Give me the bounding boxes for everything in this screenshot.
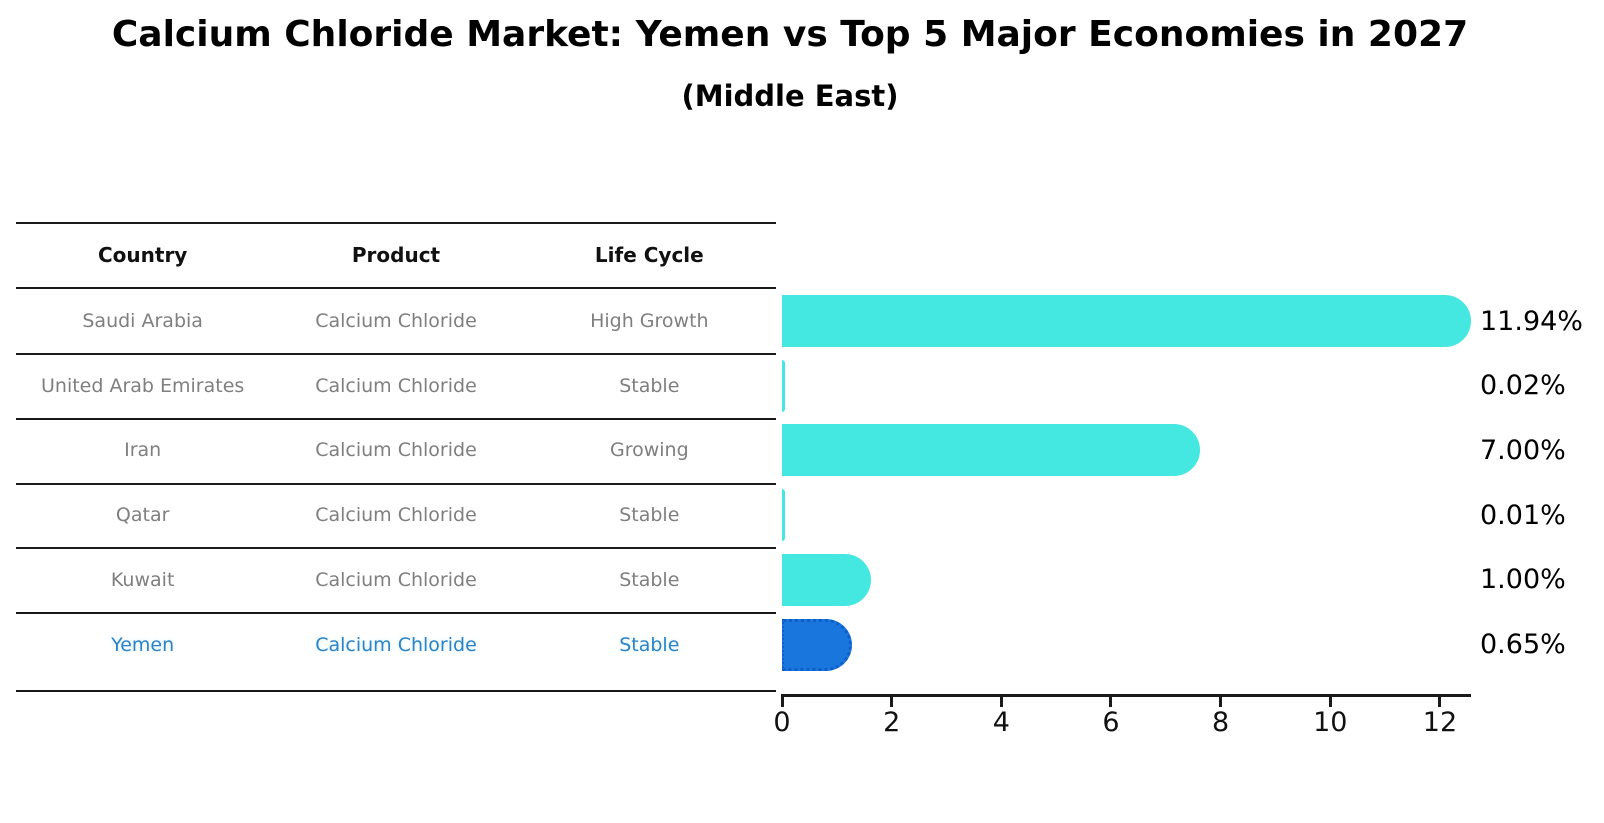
cell-life-cycle: High Growth: [590, 310, 709, 332]
value-label-qatar: 0.01%: [1480, 499, 1566, 531]
x-tick-mark: [999, 697, 1003, 707]
x-axis-line: [781, 694, 1471, 697]
bar-kuwait: [782, 553, 871, 606]
chart-title: Calcium Chloride Market: Yemen vs Top 5 …: [111, 14, 1469, 55]
chart-subtitle: (Middle East): [681, 79, 899, 113]
cell-product: Calcium Chloride: [315, 568, 477, 591]
x-tick-label: 12: [1422, 707, 1458, 738]
cell-country: Qatar: [115, 504, 170, 527]
cell-product: Calcium Chloride: [315, 374, 477, 397]
x-tick-mark: [890, 697, 894, 707]
cell-life-cycle: Stable: [619, 504, 680, 527]
table-row-iran: Iran Calcium Chloride Growing: [16, 432, 776, 468]
bar-saudi-arabia: [782, 295, 1471, 347]
cell-country: Iran: [124, 439, 162, 462]
x-tick-mark: [1219, 697, 1223, 707]
x-tick-label: 2: [883, 707, 901, 738]
table-rule: [16, 690, 776, 692]
table-row-qatar: Qatar Calcium Chloride Stable: [16, 497, 776, 533]
cell-life-cycle: Stable: [619, 374, 680, 397]
table-header-country: Country: [97, 242, 188, 267]
table-header-product: Product: [351, 242, 441, 267]
x-tick-mark: [1328, 697, 1332, 707]
bar-qatar: [782, 489, 785, 542]
table-rule: [16, 482, 776, 485]
cell-country: Yemen: [111, 633, 175, 656]
cell-country: United Arab Emirates: [41, 374, 245, 397]
bar-yemen: [782, 618, 852, 671]
cell-life-cycle: Growing: [609, 439, 689, 462]
x-tick-label: 4: [992, 707, 1010, 738]
table-row-kuwait: Kuwait Calcium Chloride Stable: [16, 562, 776, 598]
table-header-row: Country Product Life Cycle: [16, 237, 776, 273]
x-tick-mark: [780, 697, 784, 707]
x-tick-label: 6: [1102, 707, 1120, 738]
cell-product: Calcium Chloride: [315, 504, 477, 527]
x-tick-label: 8: [1212, 707, 1230, 738]
table-row-saudi-arabia: Saudi Arabia Calcium Chloride High Growth: [16, 303, 776, 339]
cell-product: Calcium Chloride: [315, 633, 477, 656]
value-label-yemen: 0.65%: [1480, 629, 1566, 660]
table-rule: [16, 353, 776, 356]
cell-product: Calcium Chloride: [315, 310, 477, 332]
x-tick-label: 0: [773, 707, 791, 738]
x-tick-mark: [1438, 697, 1442, 707]
cell-product: Calcium Chloride: [315, 439, 477, 462]
value-label-iran: 7.00%: [1480, 434, 1566, 466]
x-tick-label: 10: [1313, 707, 1348, 738]
table-row-united-arab-emirates: United Arab Emirates Calcium Chloride Stab…: [16, 368, 776, 404]
value-label-saudi-arabia: 11.94%: [1480, 305, 1583, 337]
x-tick-mark: [1109, 697, 1113, 707]
cell-life-cycle: Stable: [619, 633, 680, 656]
cell-country: Kuwait: [110, 568, 175, 591]
table-rule: [16, 612, 776, 615]
table-rule: [16, 547, 776, 550]
table-row-yemen: Yemen Calcium Chloride Stable: [16, 627, 776, 663]
table-header-life-cycle: Life Cycle: [594, 242, 704, 267]
cell-life-cycle: Stable: [619, 568, 680, 591]
table-rule: [16, 222, 776, 224]
table-rule: [16, 418, 776, 421]
cell-country: Saudi Arabia: [82, 310, 203, 332]
value-label-kuwait: 1.00%: [1480, 564, 1566, 596]
table-rule: [16, 287, 776, 289]
bar-iran: [782, 424, 1200, 477]
bar-united-arab-emirates: [782, 359, 786, 412]
value-label-united-arab-emirates: 0.02%: [1480, 370, 1566, 402]
